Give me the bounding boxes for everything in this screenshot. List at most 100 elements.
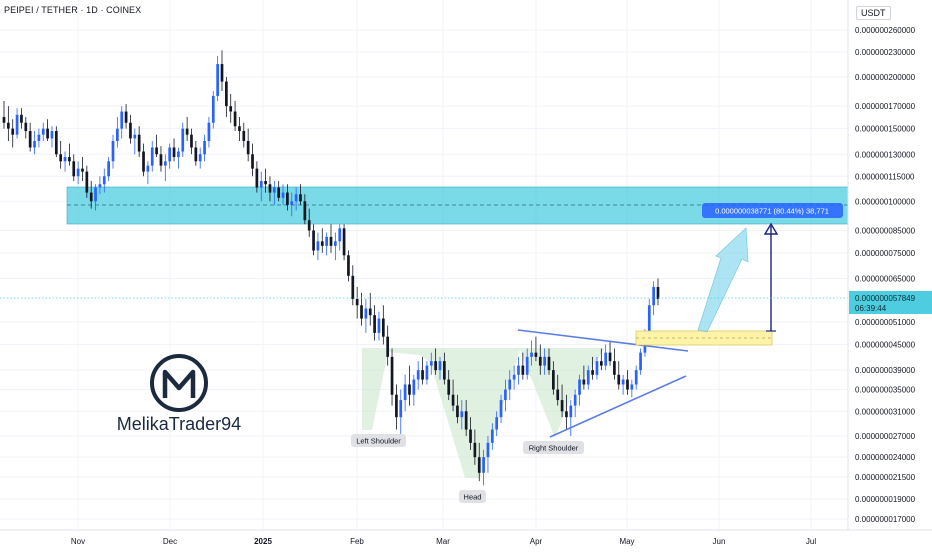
candle — [368, 292, 372, 326]
candle — [81, 157, 84, 181]
candle-body — [264, 180, 267, 185]
candle — [639, 348, 642, 375]
price-tick-label: 0.000000045000 — [855, 340, 916, 349]
candle — [347, 250, 350, 282]
candle-body — [381, 318, 385, 337]
price-axis[interactable]: 0.000000260000 0.000000230000 0.0000002000… — [855, 26, 916, 524]
candle-body — [517, 365, 520, 375]
price-tick-label: 0.000000031000 — [855, 407, 916, 416]
candle-body — [447, 379, 451, 395]
candle-body — [421, 370, 424, 380]
candle — [246, 128, 250, 162]
candle — [517, 356, 520, 385]
candle-body — [242, 131, 246, 141]
candle — [543, 348, 546, 375]
candle-body — [599, 361, 603, 366]
candle-body — [565, 411, 568, 418]
candle-body — [347, 255, 350, 276]
candle — [124, 104, 128, 129]
candles — [2, 50, 660, 486]
candle-body — [573, 394, 577, 406]
candle — [168, 143, 172, 169]
candle — [617, 361, 621, 390]
candle — [416, 361, 420, 390]
candle — [181, 122, 185, 158]
candle — [286, 184, 289, 211]
candle-body — [329, 236, 333, 246]
candle — [216, 55, 219, 101]
candle — [355, 287, 359, 319]
candle-body — [190, 134, 193, 148]
candle — [255, 161, 259, 193]
candle-body — [172, 147, 176, 158]
candle — [46, 119, 49, 141]
candle-body — [116, 128, 119, 141]
price-tick-label: 0.000000024000 — [855, 453, 916, 462]
candle-body — [41, 128, 45, 135]
candle-body — [220, 64, 224, 82]
candle — [565, 394, 568, 430]
candle — [329, 224, 333, 253]
candle-body — [133, 134, 137, 139]
candle-body — [338, 228, 342, 242]
candle-body — [129, 122, 132, 139]
candle-body — [120, 111, 124, 129]
candle — [578, 374, 581, 406]
candle — [272, 180, 276, 205]
candle — [76, 161, 80, 185]
candle-body — [7, 122, 10, 129]
candle-body — [504, 389, 507, 401]
candle — [33, 131, 36, 155]
m-logo-icon — [150, 354, 208, 412]
candle-body — [656, 287, 660, 299]
price-tick-label: 0.000000150000 — [855, 125, 916, 134]
chart-title: PEIPEI / TETHER · 1D · COINEX — [4, 5, 142, 15]
candle — [11, 119, 15, 148]
candle-body — [586, 370, 590, 385]
candle-body — [639, 352, 642, 371]
measure-label-box — [702, 203, 843, 218]
candle — [443, 352, 446, 385]
price-tick-label: 0.000000260000 — [855, 26, 916, 35]
price-tick-label: 0.000000051000 — [855, 318, 916, 327]
candle — [146, 161, 150, 185]
candle-body — [72, 161, 76, 177]
candle-body — [198, 154, 202, 162]
candle-body — [569, 405, 573, 418]
watermark-logo: MelikaTrader94 — [117, 354, 241, 434]
candle-body — [63, 157, 67, 162]
candle — [573, 389, 577, 418]
candle-body — [303, 201, 307, 221]
candle — [390, 348, 394, 406]
candle-body — [312, 230, 315, 251]
support-trendline — [549, 375, 687, 438]
candle — [477, 442, 481, 482]
candle — [172, 138, 176, 162]
candle-body — [98, 184, 102, 188]
candle-body — [647, 305, 651, 333]
candle — [238, 117, 241, 141]
candle — [320, 228, 324, 253]
candle — [150, 140, 154, 172]
candle-body — [412, 379, 416, 395]
candle — [24, 117, 28, 139]
candle-body — [150, 147, 154, 166]
candle — [207, 117, 211, 148]
time-tick-label: Feb — [350, 537, 364, 546]
candle — [460, 400, 464, 430]
price-axis-background — [848, 0, 932, 530]
candle-body — [163, 161, 167, 166]
candle — [268, 176, 272, 202]
currency-badge[interactable]: USDT — [856, 6, 891, 20]
price-tick-label: 0.000000021500 — [855, 473, 916, 482]
candle-body — [137, 134, 141, 152]
candle — [68, 143, 71, 166]
price-tick-label: 0.000000075000 — [855, 249, 916, 258]
candle — [621, 374, 625, 395]
candle — [599, 348, 603, 371]
price-tick-label: 0.000000019000 — [855, 495, 916, 504]
candle — [556, 374, 560, 406]
candle-body — [477, 457, 481, 473]
time-axis[interactable]: Nov Dec 2025 Feb Mar Apr May Jun Jul — [71, 537, 816, 546]
